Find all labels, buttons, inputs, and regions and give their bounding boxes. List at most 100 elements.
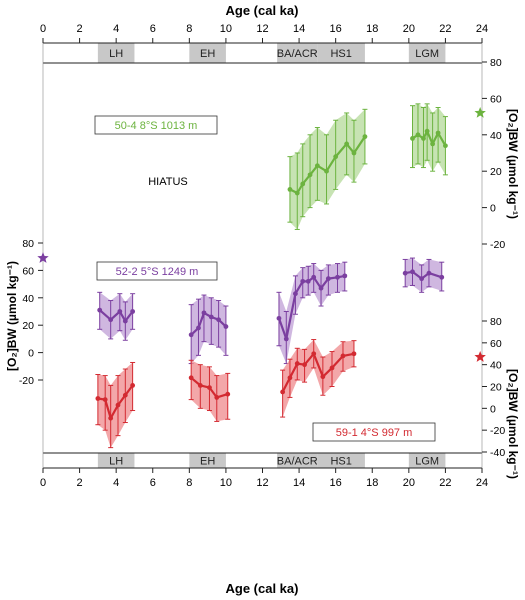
data-point xyxy=(280,389,286,395)
red-axis-tick-label: 60 xyxy=(490,338,502,350)
x-tick-label-bottom: 24 xyxy=(476,477,488,489)
data-point xyxy=(329,365,335,371)
x-tick-label-top: 16 xyxy=(330,23,342,35)
data-point xyxy=(102,397,108,402)
purple-axis-tick-label: 20 xyxy=(22,320,34,332)
red-axis-tick-label: 80 xyxy=(490,316,502,328)
period-band-bottom xyxy=(317,453,365,468)
red-axis-tick-label: 40 xyxy=(490,360,502,372)
x-tick-label-top: 6 xyxy=(150,23,156,35)
data-point xyxy=(340,353,346,359)
annotations: Age (cal ka) Age (cal ka) HIATUS [O₂]BW … xyxy=(5,3,520,596)
data-point xyxy=(325,276,331,282)
x-axis-title-bottom: Age (cal ka) xyxy=(226,581,299,596)
x-tick-label-bottom: 10 xyxy=(220,477,232,489)
data-point xyxy=(108,317,114,323)
modern-value-star-icon xyxy=(474,351,486,362)
data-point xyxy=(320,374,326,380)
period-label: EH xyxy=(200,456,215,468)
data-point xyxy=(97,307,103,313)
x-tick-label-bottom: 20 xyxy=(403,477,415,489)
y-axis-title-left: [O₂]BW (µmol kg⁻¹) xyxy=(5,261,19,371)
period-label: LGM xyxy=(415,456,439,468)
period-label: LH xyxy=(109,48,123,60)
period-band-top xyxy=(189,43,226,63)
purple-axis-tick-label: 40 xyxy=(22,293,34,305)
data-point xyxy=(351,351,357,357)
data-point xyxy=(362,134,368,140)
uncertainty-band xyxy=(282,339,354,418)
green-axis-tick-label: 0 xyxy=(490,203,496,215)
period-label: HS1 xyxy=(330,456,351,468)
green-axis-tick-label: 80 xyxy=(490,57,502,69)
x-tick-label-bottom: 8 xyxy=(186,477,192,489)
data-point xyxy=(307,172,313,178)
data-point xyxy=(426,270,432,276)
hiatus-label: HIATUS xyxy=(148,176,188,188)
period-bands: LH LH EH EH BA/ACR BA/ACR HS1 HS1 LGM LGM xyxy=(97,43,446,468)
period-band-top xyxy=(408,43,446,63)
x-tick-label-top: 18 xyxy=(366,23,378,35)
series-label: 52-2 5°S 1249 m xyxy=(116,266,199,278)
data-point xyxy=(188,332,194,338)
x-tick-label-bottom: 0 xyxy=(40,477,46,489)
period-band-top xyxy=(277,43,318,63)
y-axis-title-right-top: [O₂]BW (µmol kg⁻¹) xyxy=(506,109,520,219)
data-point xyxy=(410,136,415,141)
data-point xyxy=(335,274,340,280)
data-point xyxy=(115,402,121,408)
red-axis-tick-label: -20 xyxy=(490,425,505,437)
series-layer xyxy=(37,103,486,449)
period-label: LGM xyxy=(415,48,439,60)
data-point xyxy=(293,291,298,297)
green-axis-tick-label: -20 xyxy=(490,239,505,251)
data-point xyxy=(300,181,306,187)
x-tick-label-top: 0 xyxy=(40,23,46,35)
data-point xyxy=(117,309,123,314)
data-point xyxy=(196,325,201,331)
data-point xyxy=(294,361,300,366)
red-axis-tick-label: -40 xyxy=(490,447,505,459)
red-axis-tick-label: 20 xyxy=(490,382,502,394)
data-point xyxy=(430,141,436,147)
purple-axis-tick-label: 60 xyxy=(22,265,34,277)
x-tick-label-top: 2 xyxy=(77,23,83,35)
x-tick-label-top: 24 xyxy=(476,23,488,35)
data-point xyxy=(333,154,339,160)
data-point xyxy=(276,315,282,321)
data-point xyxy=(95,396,101,401)
period-label: HS1 xyxy=(330,48,351,60)
data-point xyxy=(421,136,426,141)
data-point xyxy=(351,150,357,156)
series-label-box xyxy=(96,261,218,281)
uncertainty-band xyxy=(191,295,226,364)
data-point xyxy=(439,274,445,280)
data-point xyxy=(342,273,348,279)
period-band-bottom xyxy=(189,453,226,468)
x-tick-label-bottom: 16 xyxy=(330,477,342,489)
x-tick-label-bottom: 6 xyxy=(150,477,156,489)
data-point xyxy=(283,336,289,342)
x-tick-label-bottom: 4 xyxy=(113,477,119,489)
data-point xyxy=(305,278,311,284)
series-label: 50-4 8°S 1013 m xyxy=(115,120,198,132)
x-tick-label-top: 12 xyxy=(256,23,268,35)
series-line xyxy=(289,135,366,195)
period-band-bottom xyxy=(277,453,318,468)
green-axis-tick-label: 60 xyxy=(490,93,502,105)
red-axis-tick-label: 0 xyxy=(490,403,496,415)
data-point xyxy=(302,362,307,368)
series-green xyxy=(287,103,486,230)
data-point xyxy=(410,269,415,275)
x-tick-label-bottom: 22 xyxy=(439,477,451,489)
data-point xyxy=(207,385,212,390)
series-label-box xyxy=(312,422,436,442)
x-tick-label-top: 14 xyxy=(293,23,305,35)
uncertainty-band xyxy=(97,362,133,448)
series-purple xyxy=(37,252,445,365)
purple-axis-tick-label: 0 xyxy=(28,348,34,360)
data-point xyxy=(300,278,306,284)
x-axis-title-top: Age (cal ka) xyxy=(226,3,299,18)
data-point xyxy=(324,168,329,174)
